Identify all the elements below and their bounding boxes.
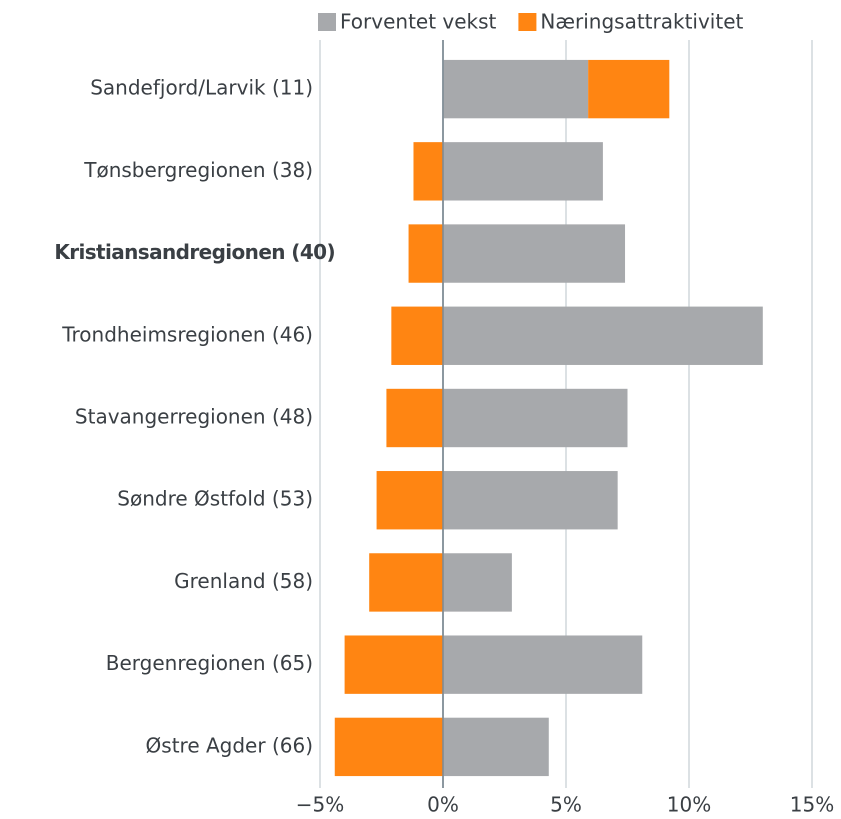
bar: [443, 717, 549, 777]
y-tick-label: Bergenregionen (65): [106, 651, 313, 675]
y-tick-label: Trondheimsregionen (46): [61, 322, 313, 346]
bar: [386, 388, 443, 448]
x-tick-label: 5%: [550, 793, 582, 817]
y-tick-label: Søndre Østfold (53): [117, 487, 313, 511]
y-tick-label: Grenland (58): [174, 569, 313, 593]
legend-label: Forventet vekst: [340, 10, 497, 34]
x-tick-label: 10%: [667, 793, 711, 817]
y-tick-label: Tønsbergregionen (38): [83, 158, 313, 182]
y-tick-label: Østre Agder (66): [146, 733, 313, 757]
bar: [376, 471, 443, 530]
bar: [391, 306, 443, 365]
bar: [369, 553, 443, 612]
legend-swatch: [318, 13, 336, 31]
bar: [443, 224, 626, 283]
bar: [334, 717, 443, 777]
y-tick-label: Sandefjord/Larvik (11): [90, 76, 313, 100]
bar: [413, 142, 443, 201]
bar: [408, 224, 443, 283]
bar: [443, 553, 512, 612]
bar: [443, 59, 589, 119]
legend-label: Næringsattraktivitet: [540, 10, 743, 34]
bar: [443, 142, 603, 201]
bar: [443, 471, 618, 530]
bar: [588, 59, 670, 119]
bar: [443, 635, 643, 694]
bar: [443, 388, 628, 448]
x-tick-label: 0%: [427, 793, 459, 817]
x-tick-label: −5%: [296, 793, 345, 817]
y-tick-label: Kristiansandregionen (40): [54, 240, 335, 264]
bar: [443, 306, 763, 365]
legend-swatch: [518, 13, 537, 31]
y-tick-label: Stavangerregionen (48): [75, 405, 313, 429]
x-tick-label: 15%: [790, 793, 834, 817]
bar: [344, 635, 443, 694]
